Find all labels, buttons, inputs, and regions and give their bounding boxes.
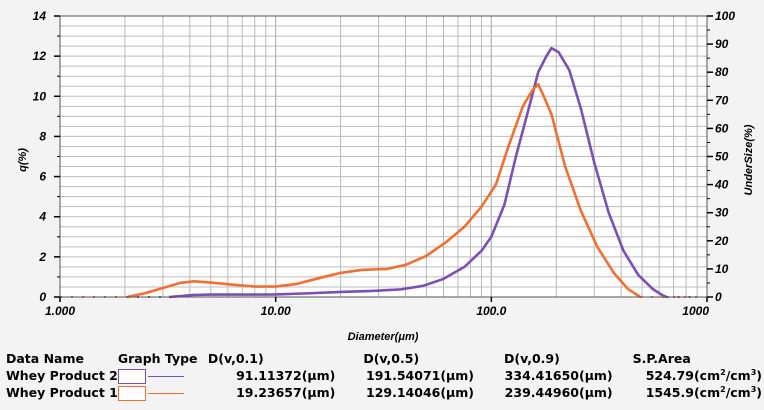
sp-area-value: 524.79	[645, 368, 694, 383]
y-tick-label-right: 20	[714, 234, 729, 248]
y-tick-label-right: 70	[715, 93, 729, 107]
header-sp-area: S.P.Area	[632, 351, 691, 366]
x-tick-label: 1000	[682, 304, 709, 318]
y-tick-label-left: 4	[38, 210, 46, 224]
series-swatch	[117, 369, 146, 384]
y-tick-label-left: 10	[33, 89, 47, 103]
row-graph-type	[117, 384, 208, 401]
x-axis-title: Diameter(μm)	[348, 331, 419, 343]
y-tick-label-right: 0	[715, 290, 722, 304]
y-axis-title-left: q(%)	[17, 148, 29, 172]
particle-size-chart: 0 2 4 6 8 10 12 14 0 10 20 30 40 50 60 70 80 90 100 1.000 10…	[17, 9, 755, 343]
series-line-sample	[147, 393, 184, 394]
row-d10: 19.23657(μm)	[236, 385, 336, 400]
y-tick-label-left: 8	[39, 129, 46, 143]
sp-area-unit-b: /cm	[725, 368, 751, 383]
sp-area-exp-a: 2	[720, 384, 726, 394]
axis-ticks: 0 2 4 6 8 10 12 14 0 10 20 30 40 50 60 70 80 90 100 1.000 10…	[33, 9, 736, 318]
row-d10: 91.11372(μm)	[236, 368, 336, 383]
x-tick-label: 100.0	[476, 304, 506, 318]
table-row: Whey Product 1 19.23657(μm) 129.14046(μm…	[6, 384, 762, 401]
series-line-sample	[147, 376, 184, 377]
y-tick-label-left: 12	[33, 49, 47, 63]
y-tick-label-left: 14	[33, 9, 47, 23]
y-tick-label-right: 40	[714, 178, 729, 192]
y-tick-label-right: 30	[715, 206, 729, 220]
results-header-row: Data Name Graph Type D(v,0.1) D(v,0.5) D…	[6, 350, 762, 367]
y-tick-label-right: 90	[715, 37, 729, 51]
sp-area-exp-a: 2	[720, 367, 726, 377]
y-tick-label-right: 100	[715, 9, 735, 23]
row-d90: 239.44960(μm)	[504, 385, 613, 400]
row-d90: 334.41650(μm)	[504, 368, 613, 383]
sp-area-unit-a: (cm	[693, 368, 721, 383]
header-d50: D(v,0.5)	[363, 351, 420, 366]
results-table: Data Name Graph Type D(v,0.1) D(v,0.5) D…	[6, 350, 762, 401]
table-row: Whey Product 2 91.11372(μm) 191.54071(μm…	[6, 367, 762, 384]
row-graph-type	[117, 367, 208, 384]
row-data-name: Whey Product 2	[6, 368, 118, 383]
row-sp-area: 524.79(cm2/cm3)	[613, 367, 762, 384]
series-line	[126, 82, 641, 299]
series-swatch	[117, 386, 146, 401]
row-d50: 129.14046(μm)	[366, 385, 474, 400]
y-tick-label-right: 60	[715, 121, 729, 135]
sp-area-unit-a: (cm	[693, 385, 721, 400]
header-d10: D(v,0.1)	[207, 351, 264, 366]
sp-area-unit-b: /cm	[725, 385, 751, 400]
sp-area-unit-c: )	[756, 385, 762, 400]
y-tick-label-left: 2	[38, 250, 46, 264]
grid-lines	[60, 16, 707, 297]
sp-area-value: 1545.9	[645, 385, 694, 400]
y-tick-label-left: 6	[39, 170, 46, 184]
y-tick-label-right: 50	[715, 150, 729, 164]
row-sp-area: 1545.9(cm2/cm3)	[613, 384, 762, 401]
header-d90: D(v,0.9)	[504, 351, 560, 366]
sp-area-exp-b: 3	[750, 384, 757, 394]
sp-area-unit-c: )	[756, 368, 762, 383]
y-tick-label-right: 10	[715, 262, 729, 276]
y-axis-title-right: UnderSize(%)	[743, 124, 755, 195]
row-data-name: Whey Product 1	[6, 385, 118, 400]
series-line	[168, 46, 668, 299]
row-d50: 191.54071(μm)	[366, 368, 474, 383]
x-tick-label: 10.00	[261, 304, 291, 318]
y-tick-label-right: 80	[715, 65, 729, 79]
x-tick-label: 1.000	[45, 304, 75, 318]
header-graph-type: Graph Type	[117, 351, 198, 366]
y-tick-label-left: 0	[39, 290, 46, 304]
sp-area-exp-b: 3	[750, 367, 757, 377]
header-data-name: Data Name	[6, 351, 84, 366]
